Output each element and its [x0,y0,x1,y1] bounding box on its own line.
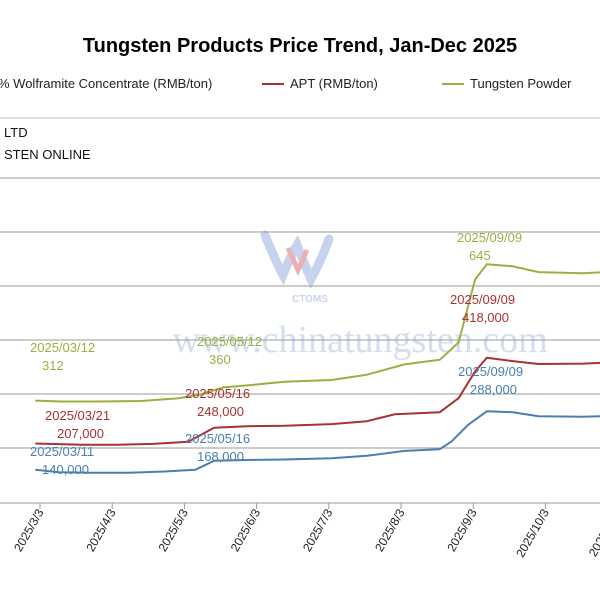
source-note-1: STEN ONLINE [4,147,91,162]
x-tick-label-0: 2025/3/3 [11,506,47,554]
x-tick-label-1: 2025/4/3 [83,506,119,554]
annotation-value-1: 360 [209,352,231,367]
legend-entry-2: Tungsten Powder [470,76,572,91]
annotation-date-4: 2025/05/16 [185,386,250,401]
annotation-date-1: 2025/05/12 [197,334,262,349]
annotation-value-5: 418,000 [462,310,509,325]
annotation-value-3: 207,000 [57,426,104,441]
x-tick-label-2: 2025/5/3 [156,506,192,554]
annotation-date-6: 2025/03/11 [30,444,94,459]
annotation-value-0: 312 [42,358,64,373]
x-tick-label-4: 2025/7/3 [300,506,336,554]
annotation-value-8: 288,000 [470,382,517,397]
annotation-date-8: 2025/09/09 [458,364,523,379]
grid [0,117,600,504]
annotation-date-5: 2025/09/09 [450,292,515,307]
watermark-logo-text: CTOMS [292,294,328,305]
x-tick-label-8: 2025/11/3 [586,506,600,559]
series-line-0 [35,410,600,474]
x-tick-label-6: 2025/9/3 [444,506,480,554]
x-tick-label-7: 2025/10/3 [513,506,552,560]
annotation-value-2: 645 [469,248,491,263]
series-line-1 [35,356,600,446]
series-line-2 [35,263,600,403]
annotation-date-2: 2025/09/09 [457,230,522,245]
legend-entry-0: % Wolframite Concentrate (RMB/ton) [0,76,212,91]
watermark-logo-accent-icon [285,246,310,277]
chart-title: Tungsten Products Price Trend, Jan-Dec 2… [83,35,517,57]
annotation-date-7: 2025/05/16 [185,431,250,446]
x-tick-label-5: 2025/8/3 [372,506,408,554]
annotations: 2025/03/12 312 2025/05/12 360 2025/09/09 645 2… [30,230,523,477]
series-lines [35,263,600,474]
legend: % Wolframite Concentrate (RMB/ton) APT (R… [0,76,572,91]
legend-entry-1: APT (RMB/ton) [290,76,378,91]
watermark-logo-icon [260,230,334,290]
source-note-0: LTD [4,125,28,140]
annotation-value-4: 248,000 [197,404,244,419]
x-tick-label-3: 2025/6/3 [228,506,264,554]
annotation-date-3: 2025/03/21 [45,408,110,423]
x-axis: 2025/3/3 2025/4/3 2025/5/3 2025/6/3 2025/7/3… [11,503,600,560]
annotation-date-0: 2025/03/12 [30,340,95,355]
annotation-value-7: 168,000 [197,449,244,464]
source-notes: LTD STEN ONLINE [4,125,91,162]
annotation-value-6: 140,000 [42,462,89,477]
